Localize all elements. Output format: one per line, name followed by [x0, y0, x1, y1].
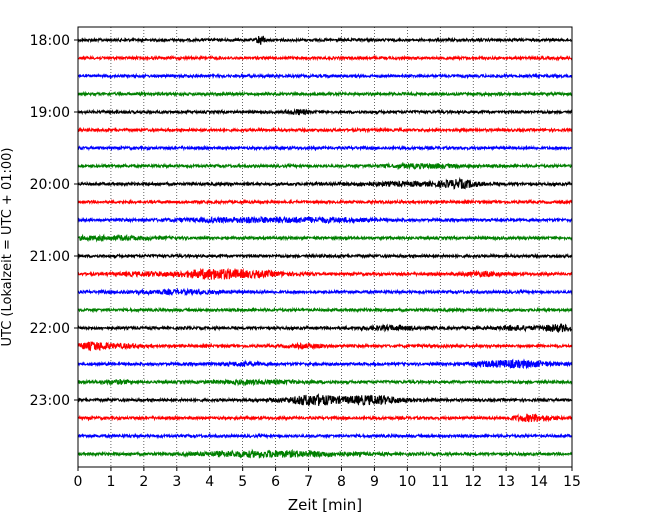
x-tick-label: 15	[563, 474, 581, 490]
trace-2100	[77, 252, 573, 260]
trace-2230	[77, 358, 573, 370]
y-tick-label: 22:00	[30, 321, 70, 337]
trace-1845	[77, 90, 573, 98]
x-tick-label: 9	[370, 474, 379, 490]
y-axis-ticks: 18:00 19:00 20:00 21:00 22:00 23:00	[30, 33, 78, 409]
x-tick-label: 2	[139, 474, 148, 490]
x-tick-label: 3	[172, 474, 181, 490]
trace-1800	[77, 35, 573, 45]
trace-2200	[77, 323, 573, 334]
trace-2300	[77, 393, 573, 408]
y-tick-label: 23:00	[30, 393, 70, 409]
x-tick-label: 7	[304, 474, 313, 490]
trace-2015	[77, 198, 573, 206]
x-tick-label: 4	[205, 474, 214, 490]
trace-2130	[77, 287, 573, 297]
x-tick-label: 6	[271, 474, 280, 490]
trace-2145	[77, 306, 573, 314]
y-axis-label: UTC (Lokalzeit = UTC + 01:00)	[0, 148, 15, 347]
trace-2000	[77, 176, 573, 190]
seismic-traces	[77, 35, 573, 459]
y-tick-label: 19:00	[30, 105, 70, 121]
trace-1930	[77, 144, 573, 152]
y-tick-label: 21:00	[30, 249, 70, 265]
trace-2245	[77, 378, 573, 387]
trace-2330	[77, 432, 573, 440]
x-tick-label: 12	[464, 474, 482, 490]
x-axis-label: Zeit [min]	[288, 496, 362, 514]
trace-2045	[77, 233, 573, 243]
trace-1945	[77, 161, 573, 171]
trace-2345	[77, 448, 573, 459]
plot-frame	[77, 26, 573, 468]
trace-2030	[77, 215, 573, 225]
trace-1915	[77, 126, 573, 134]
x-tick-label: 5	[238, 474, 247, 490]
trace-2315	[77, 413, 573, 423]
y-tick-label: 18:00	[30, 33, 70, 49]
trace-2115	[77, 267, 573, 280]
y-tick-label: 20:00	[30, 177, 70, 193]
grid-lines	[110, 27, 540, 467]
x-tick-label: 8	[337, 474, 346, 490]
x-tick-label: 0	[74, 474, 83, 490]
x-tick-label: 1	[106, 474, 115, 490]
x-tick-label: 10	[398, 474, 416, 490]
trace-1900	[77, 107, 573, 116]
x-tick-label: 13	[497, 474, 515, 490]
trace-2215	[77, 341, 573, 352]
x-axis-ticks: 0 1 2 3 4 5 6 7 8 9 10 11 12 13 14 15	[74, 467, 581, 490]
trace-1815	[77, 54, 573, 62]
x-tick-label: 11	[431, 474, 449, 490]
x-tick-label: 14	[530, 474, 548, 490]
trace-1830	[77, 72, 573, 80]
